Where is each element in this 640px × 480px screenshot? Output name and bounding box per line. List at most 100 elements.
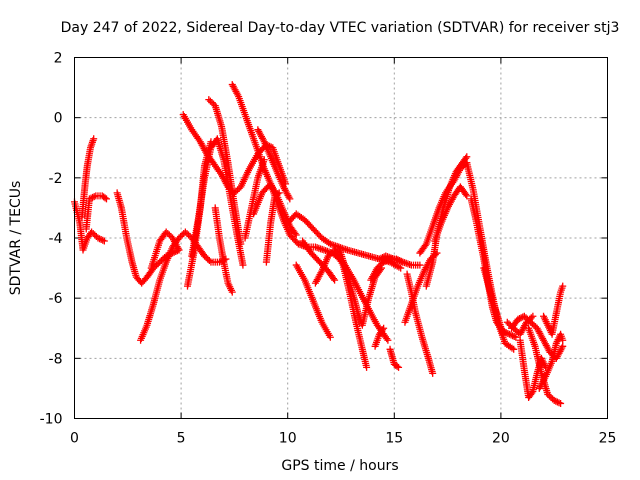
y-tick-label: -4 — [49, 231, 63, 247]
data-point — [547, 393, 555, 401]
data-point — [555, 399, 563, 407]
data-point — [559, 282, 567, 290]
data-point — [363, 363, 371, 371]
plot-frame — [74, 57, 608, 419]
data-point — [202, 254, 210, 262]
data-point — [393, 362, 401, 370]
data-point — [528, 320, 536, 328]
data-point — [530, 321, 538, 329]
data-point — [165, 231, 173, 239]
data-point — [178, 231, 186, 239]
data-point — [524, 317, 532, 325]
data-point — [416, 261, 424, 269]
data-point — [162, 228, 170, 236]
data-point — [159, 255, 167, 263]
data-point — [510, 324, 518, 332]
data-point — [553, 398, 561, 406]
data-point — [89, 193, 97, 201]
data-point — [97, 236, 105, 243]
data-point — [375, 255, 383, 263]
data-point — [529, 312, 537, 320]
tick-labels: 0 5 10 15 20 25 -10 -8 -6 -4 -2 0 2 — [40, 51, 617, 447]
x-tick-label: 0 — [70, 431, 79, 447]
data-point — [260, 156, 268, 164]
data-point — [185, 231, 193, 239]
data-point — [516, 314, 524, 322]
data-point — [181, 228, 189, 236]
data-point — [559, 336, 567, 344]
x-tick-label: 10 — [279, 431, 297, 447]
data-point — [89, 229, 97, 237]
data-point — [85, 195, 93, 203]
data-point — [504, 330, 512, 338]
data-point — [462, 154, 470, 162]
data-point — [522, 318, 530, 326]
data-point — [429, 369, 437, 377]
x-tick-label: 5 — [177, 431, 186, 447]
data-point — [421, 242, 429, 250]
data-point — [331, 276, 339, 284]
y-tick-label: -2 — [49, 171, 63, 187]
x-tick-label: 20 — [492, 431, 510, 447]
data-point — [286, 195, 294, 203]
data-point — [100, 237, 108, 245]
data-point — [208, 99, 216, 107]
data-point — [514, 315, 522, 323]
data-point — [292, 231, 300, 239]
data-point — [96, 235, 104, 243]
data-point — [183, 229, 191, 237]
data-point — [377, 254, 385, 262]
data-point — [544, 390, 552, 398]
data-point — [175, 234, 183, 242]
data-point — [510, 345, 518, 353]
data-point — [510, 333, 518, 341]
data-point — [327, 249, 335, 257]
data-point — [153, 261, 161, 269]
data-point — [550, 396, 558, 404]
data-point — [164, 229, 172, 237]
data-point — [326, 333, 334, 341]
data-point — [507, 331, 515, 339]
data-point — [552, 397, 560, 405]
y-tick-label: -8 — [49, 351, 63, 367]
data-point — [512, 333, 520, 341]
data-point — [528, 389, 536, 397]
data-point — [373, 264, 381, 272]
data-point — [559, 342, 567, 350]
data-marks — [71, 81, 567, 407]
data-point — [503, 318, 511, 326]
data-point — [101, 194, 109, 202]
data-point — [509, 332, 517, 340]
data-point — [326, 251, 334, 259]
data-point — [384, 336, 392, 344]
data-point — [508, 323, 516, 331]
data-point — [232, 187, 240, 195]
y-tick-label: -6 — [49, 291, 63, 307]
data-point — [462, 190, 470, 198]
data-point — [99, 236, 107, 244]
data-point — [204, 255, 212, 263]
data-point — [546, 348, 554, 356]
data-point — [506, 321, 514, 329]
data-point — [324, 252, 332, 260]
data-point — [87, 194, 95, 202]
data-point — [330, 275, 338, 283]
data-point — [91, 231, 99, 239]
data-point — [94, 234, 102, 242]
data-point — [395, 363, 403, 371]
x-tick-label: 15 — [385, 431, 403, 447]
data-point — [463, 153, 471, 161]
data-point — [156, 258, 164, 266]
y-tick-label: 0 — [54, 111, 63, 127]
data-point — [520, 312, 528, 320]
data-point — [499, 330, 507, 338]
data-point — [239, 261, 247, 269]
data-point — [291, 229, 299, 237]
data-point — [519, 313, 527, 321]
grid-lines — [74, 57, 608, 419]
y-tick-label: -10 — [40, 412, 63, 428]
data-point — [380, 324, 388, 332]
data-point — [557, 399, 565, 407]
data-point — [511, 326, 519, 334]
